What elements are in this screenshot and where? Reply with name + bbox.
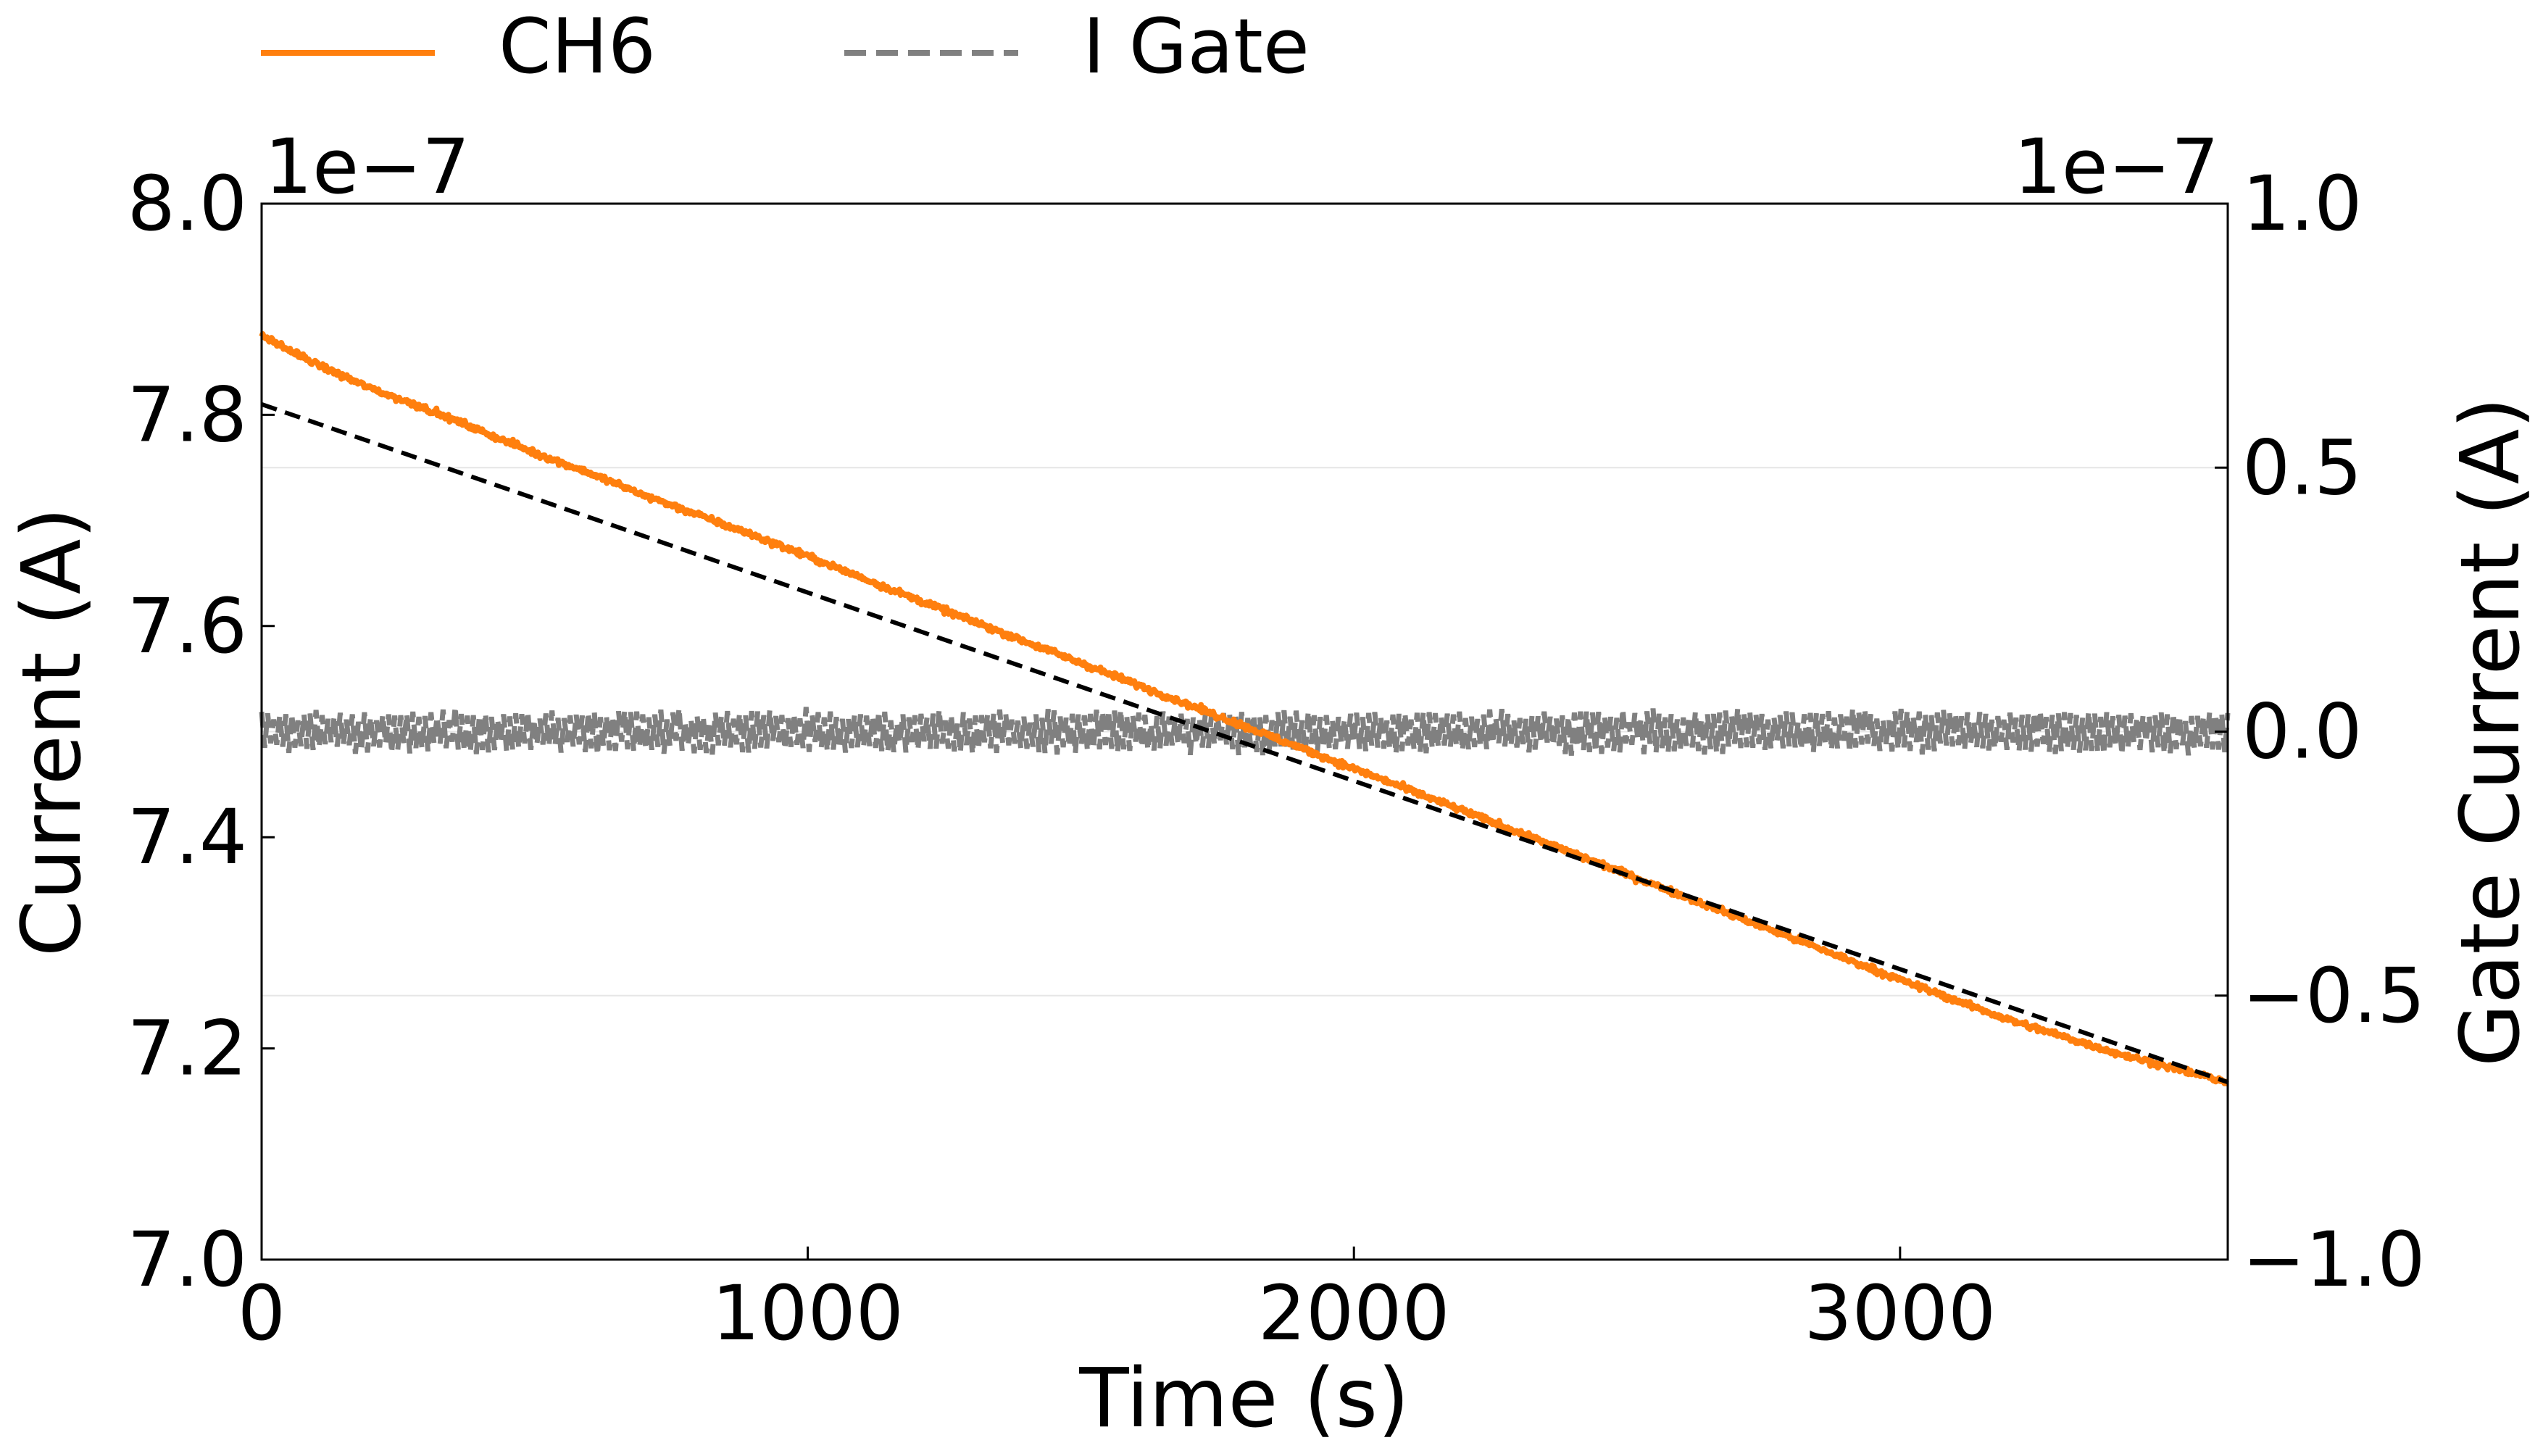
series-i-gate xyxy=(259,706,2231,756)
line-i-gate xyxy=(259,706,2231,756)
x-tick-label-3: 3000 xyxy=(1804,1269,1996,1357)
x-axis-label: Time (s) xyxy=(1078,1352,1409,1446)
series-ch6 xyxy=(259,330,2230,1086)
y2-tick-label-3: 0.5 xyxy=(2242,423,2362,512)
y-tick-label-3: 7.6 xyxy=(128,582,247,670)
y2-tick-label-0: −1.0 xyxy=(2242,1215,2426,1304)
y-axis-offset: 1e−7 xyxy=(265,122,470,211)
y2-axis-offset: 1e−7 xyxy=(2014,122,2219,211)
x-axis-ticks: 0 1000 2000 3000 xyxy=(238,1247,1996,1357)
y-axis-label: Current (A) xyxy=(5,507,99,957)
series-fit xyxy=(261,402,2228,1085)
x-tick-label-1: 1000 xyxy=(712,1269,904,1357)
y-tick-label-4: 7.8 xyxy=(128,370,247,459)
line-ch6 xyxy=(259,330,2230,1086)
x-tick-label-2: 2000 xyxy=(1258,1269,1450,1357)
y2-tick-label-2: 0.0 xyxy=(2242,688,2362,776)
x-tick-label-0: 0 xyxy=(238,1269,286,1357)
y2-tick-label-1: −0.5 xyxy=(2242,952,2426,1040)
line-fit xyxy=(261,402,2228,1085)
y-tick-label-0: 7.0 xyxy=(128,1215,247,1304)
legend-label-ch6: CH6 xyxy=(499,2,656,91)
y2-axis-label: Gate Current (A) xyxy=(2444,397,2538,1067)
y2-tick-label-4: 1.0 xyxy=(2242,159,2362,248)
legend: CH6 I Gate xyxy=(261,2,1310,91)
y-tick-label-1: 7.2 xyxy=(128,1004,247,1093)
legend-label-i-gate: I Gate xyxy=(1083,2,1310,91)
y-tick-label-5: 8.0 xyxy=(128,159,247,248)
y2-axis-ticks: −1.0 −0.5 0.0 0.5 1.0 xyxy=(2215,159,2426,1304)
y-tick-label-2: 7.4 xyxy=(128,793,247,881)
y-axis-ticks: 7.0 7.2 7.4 7.6 7.8 8.0 xyxy=(128,159,275,1304)
